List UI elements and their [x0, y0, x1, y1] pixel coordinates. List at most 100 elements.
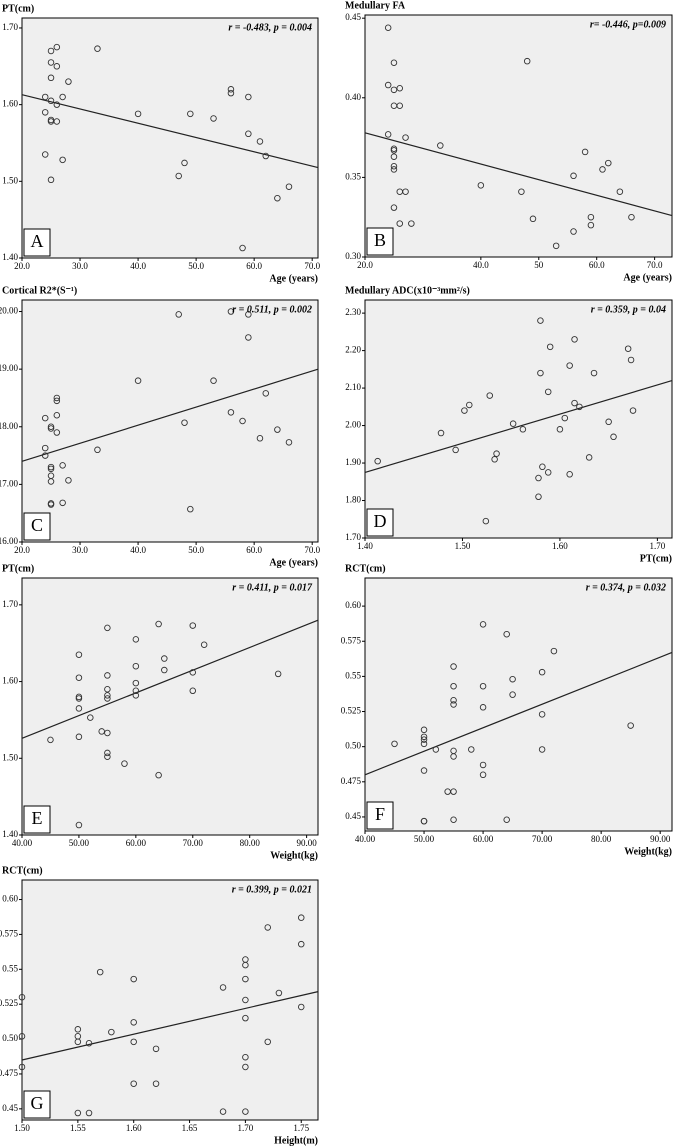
- point: [245, 130, 252, 138]
- point: [544, 388, 552, 396]
- point: [242, 1108, 249, 1115]
- point: [390, 166, 398, 173]
- x-tick-label: 90.00: [296, 838, 317, 848]
- x-tick-label: 1.50: [455, 541, 471, 551]
- x-tick-label: 30.0: [72, 261, 88, 271]
- point: [53, 118, 61, 125]
- point: [509, 420, 517, 427]
- plot-area: [21, 879, 319, 1121]
- chart-title: PT(cm): [2, 3, 34, 14]
- plot-area: [364, 14, 673, 258]
- point: [538, 746, 546, 753]
- point: [482, 517, 490, 525]
- point: [87, 714, 94, 721]
- point: [535, 493, 542, 501]
- y-tick-label: 0.575: [0, 928, 19, 938]
- point: [59, 93, 66, 101]
- point: [493, 450, 500, 457]
- y-tick-label: 1.60: [2, 676, 18, 686]
- y-tick-label: 0.55: [2, 963, 18, 973]
- point: [47, 478, 55, 485]
- x-tick-label: 1.70: [650, 541, 666, 551]
- point: [432, 746, 440, 753]
- y-tick-label: 0.475: [0, 1068, 19, 1078]
- plot-area: [364, 577, 673, 832]
- chart-title: Medullary FA: [345, 0, 406, 11]
- point: [175, 311, 182, 318]
- point: [274, 194, 281, 202]
- point: [509, 675, 516, 683]
- point: [566, 471, 573, 478]
- x-tick-label: 70.0: [304, 545, 320, 555]
- point: [538, 711, 546, 718]
- point: [200, 641, 208, 648]
- x-axis-label: Weight(kg): [624, 846, 672, 857]
- x-tick-label: 40.0: [130, 261, 146, 271]
- point: [537, 369, 544, 377]
- point: [624, 345, 632, 352]
- point: [264, 924, 271, 931]
- point: [94, 446, 101, 454]
- x-tick-label: 1.70: [238, 1123, 254, 1133]
- point: [130, 1019, 137, 1026]
- point: [47, 501, 55, 508]
- y-tick-label: 2.30: [345, 307, 361, 317]
- point: [285, 439, 293, 446]
- point: [581, 148, 589, 156]
- point: [390, 86, 398, 94]
- point: [297, 1003, 305, 1011]
- point: [297, 914, 305, 921]
- y-tick-label: 0.30: [345, 251, 361, 261]
- x-tick-label: 30.0: [72, 545, 88, 555]
- point: [566, 362, 573, 369]
- point: [47, 465, 55, 473]
- chart-title: PT(cm): [2, 563, 34, 574]
- y-tick-label: 0.45: [2, 1103, 18, 1113]
- point: [75, 695, 83, 702]
- point: [245, 334, 252, 341]
- point: [47, 97, 55, 105]
- y-tick-label: 2.10: [345, 382, 361, 392]
- x-tick-label: 60.0: [246, 545, 262, 555]
- point: [41, 452, 49, 459]
- panel-label-box: [23, 805, 51, 834]
- point: [242, 1063, 249, 1071]
- point: [181, 159, 188, 167]
- point: [396, 102, 404, 109]
- point: [65, 477, 72, 484]
- x-tick-label: 40.00: [12, 838, 33, 848]
- x-tick-label: 20.0: [357, 260, 373, 270]
- x-tick-label: 90.00: [650, 834, 671, 844]
- point: [132, 636, 140, 643]
- point: [134, 110, 142, 118]
- y-tick-label: 0.45: [345, 12, 361, 22]
- panel-label: C: [31, 515, 43, 535]
- x-tick-label: 60.00: [473, 834, 494, 844]
- point: [479, 682, 487, 690]
- point: [571, 399, 578, 407]
- point: [479, 621, 487, 628]
- x-tick-label: 20.0: [14, 261, 30, 271]
- point: [256, 138, 264, 145]
- y-tick-label: 0.575: [341, 635, 362, 645]
- point: [130, 1080, 137, 1087]
- point: [576, 403, 583, 411]
- x-tick-label: 50.00: [414, 834, 435, 844]
- point: [175, 172, 182, 180]
- x-tick-label: 70.00: [532, 834, 553, 844]
- panel-label: A: [31, 231, 44, 251]
- point: [104, 729, 111, 737]
- y-tick-label: 0.45: [345, 811, 361, 821]
- point: [450, 701, 457, 708]
- point: [155, 620, 162, 628]
- point: [599, 166, 606, 173]
- x-tick-label: 1.60: [552, 541, 568, 551]
- panel-label-box: [23, 512, 51, 541]
- y-tick-label: 0.475: [341, 776, 362, 786]
- point: [627, 722, 634, 729]
- plot-area: [21, 577, 319, 836]
- point: [155, 771, 162, 779]
- annotation: r = 0.411, p = 0.017: [232, 582, 313, 593]
- point: [571, 336, 578, 343]
- point: [556, 426, 564, 433]
